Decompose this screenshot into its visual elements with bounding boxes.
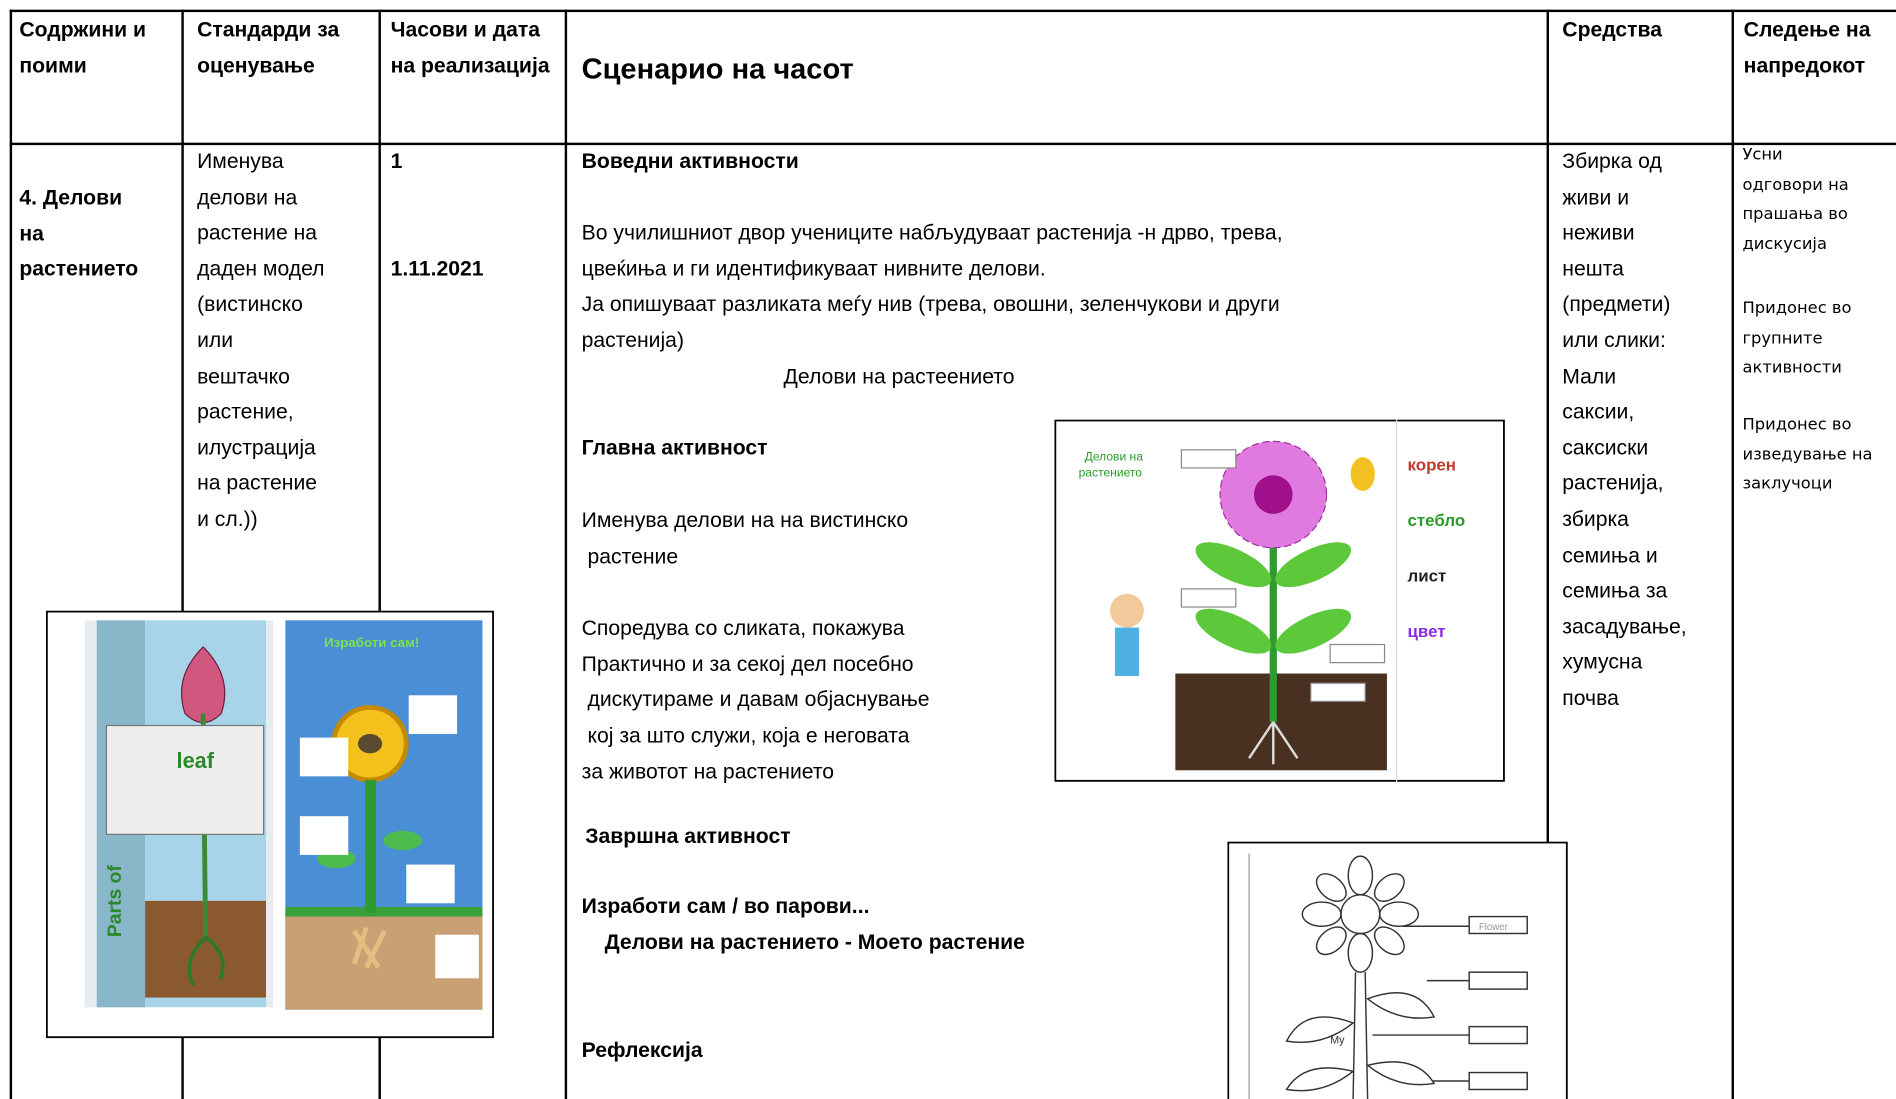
text: Придонес во — [1742, 414, 1852, 435]
text: Практично и за секој дел посебно — [581, 651, 914, 676]
text: Делови на растението - Моето растение — [604, 929, 1025, 955]
text: Рефлексија — [581, 1037, 703, 1062]
text: на — [19, 220, 44, 246]
text: (вистинско — [197, 291, 303, 317]
rule — [1546, 9, 1549, 1099]
text: дискутираме и давам објаснување — [581, 687, 930, 712]
text: 4. Делови — [19, 185, 123, 210]
text: растение — [581, 543, 679, 568]
text: семиња за — [1562, 578, 1668, 603]
rule — [378, 9, 381, 1099]
text: Следење на напредокот — [1743, 16, 1871, 78]
text: Воведни активности — [581, 148, 799, 173]
text: на растение — [197, 470, 318, 496]
text: Во училишниот двор учениците набљудуваат… — [581, 220, 1283, 245]
rule — [181, 9, 184, 1099]
text: дискусија — [1742, 234, 1827, 255]
text: Збирка од — [1562, 148, 1662, 173]
text: Споредува со сликата, покажува — [581, 615, 905, 640]
text: Делови на растеението — [783, 363, 1015, 389]
text: Содржини и поими — [19, 16, 147, 78]
text: растение, — [197, 399, 294, 424]
text: Усни — [1742, 145, 1783, 165]
craft-image: leaf Parts of Изработи сам! — [45, 610, 494, 1039]
image-label: Делови на — [1085, 450, 1144, 464]
text: засадување, — [1562, 614, 1687, 639]
text: цвеќиња и ги идентификуваат нивните дело… — [581, 255, 1046, 281]
rule — [9, 9, 1896, 12]
text: заклучоци — [1742, 474, 1833, 494]
text: илустрација — [197, 435, 316, 460]
image-label: Parts of — [104, 865, 126, 938]
text: Именува делови на на вистинско — [581, 507, 909, 533]
text: Завршна активност — [585, 823, 791, 848]
image-label: растението — [1079, 465, 1143, 479]
image-label: leaf — [177, 748, 215, 773]
text: хумусна — [1562, 649, 1643, 674]
text: Стандарди за оценување — [197, 16, 340, 78]
text: изведување на — [1742, 444, 1873, 464]
text: за животот на растението — [581, 759, 835, 784]
text: и сл.)) — [197, 506, 258, 531]
text: Главна активност — [581, 435, 768, 460]
image-label: стебло — [1408, 511, 1466, 530]
text: вештачко — [197, 363, 290, 388]
text: (предмети) — [1562, 291, 1671, 317]
text: растенија, — [1562, 470, 1664, 496]
text: Ја опишуваат разликата меѓу нив (трева, … — [581, 291, 1280, 317]
text: збирка — [1562, 506, 1629, 531]
text: даден модел — [197, 256, 325, 281]
text: 1.11.2021 — [390, 256, 484, 281]
text: саксии, — [1562, 399, 1635, 424]
text: Часови и дата на реализација — [390, 16, 550, 78]
text: саксиски — [1562, 435, 1649, 460]
text: растенија) — [581, 327, 684, 352]
image-label: My — [1330, 1035, 1345, 1047]
text: или слики: — [1562, 327, 1666, 352]
text: Средства — [1562, 16, 1663, 42]
text: кој за што служи, која е неговата — [581, 723, 910, 748]
text: Сценарио на часот — [581, 53, 854, 86]
text: Именува — [197, 148, 284, 173]
text: живи и — [1562, 184, 1630, 209]
outline-image: Flower My — [1227, 841, 1568, 1099]
image-label: корен — [1408, 455, 1457, 474]
text: почва — [1562, 685, 1619, 710]
text: нешта — [1562, 256, 1624, 281]
text: Придонес во — [1742, 298, 1852, 319]
rule — [9, 142, 1896, 145]
image-label: Flower — [1479, 922, 1509, 933]
rule — [9, 9, 12, 1099]
text: активности — [1742, 358, 1842, 378]
text: Изработи сам / во парови... — [581, 893, 870, 918]
image-label: цвет — [1408, 622, 1446, 641]
text: неживи — [1562, 220, 1635, 245]
text: групните — [1742, 328, 1823, 348]
text: прашања во — [1742, 204, 1848, 225]
text: или — [197, 327, 234, 352]
rule — [1731, 9, 1734, 1099]
image-label: Изработи сам! — [324, 635, 419, 650]
text: растението — [19, 256, 139, 282]
text: Мали — [1562, 363, 1617, 388]
text: 1 — [390, 148, 403, 173]
text: делови на — [197, 184, 298, 209]
text: растение на — [197, 220, 318, 245]
text: семиња и — [1562, 542, 1658, 567]
rule — [564, 9, 567, 1099]
image-label: лист — [1408, 567, 1447, 586]
text: одговори на — [1742, 174, 1849, 195]
